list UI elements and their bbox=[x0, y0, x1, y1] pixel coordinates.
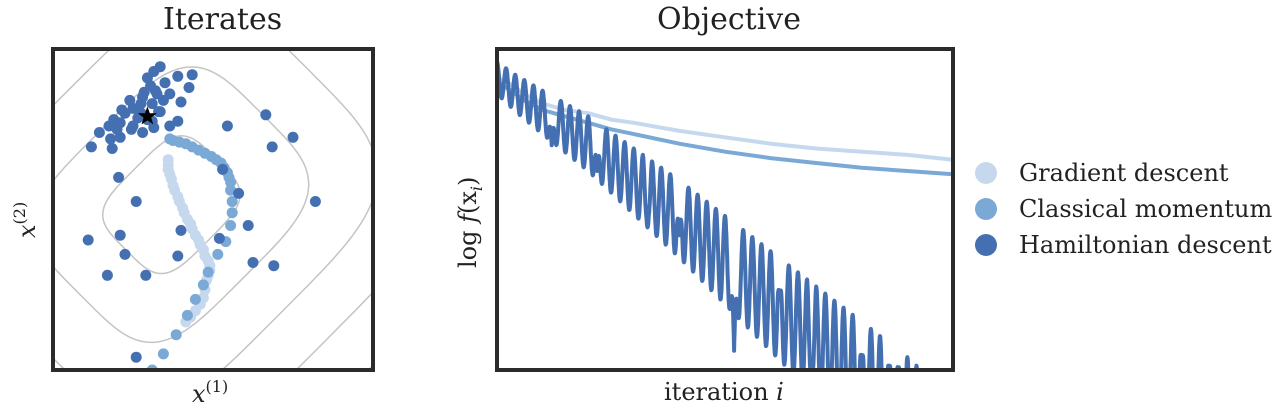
hamiltonian-descent-point bbox=[106, 143, 118, 154]
hamiltonian-descent-point bbox=[113, 171, 125, 183]
contour-line bbox=[0, 0, 858, 411]
hamiltonian-descent-point bbox=[183, 82, 195, 93]
hamiltonian-descent-point bbox=[175, 96, 187, 108]
hamiltonian-descent-point bbox=[114, 229, 126, 241]
hamiltonian-descent-point bbox=[217, 163, 229, 175]
right-x-axis-label: iteration i bbox=[664, 378, 784, 406]
hamiltonian-descent-point bbox=[82, 234, 94, 246]
legend-gradient-dot-icon bbox=[975, 162, 997, 184]
hamiltonian-descent-point bbox=[260, 109, 272, 121]
legend-classical-label: Classical momentum bbox=[1019, 195, 1273, 223]
hamiltonian-descent-point bbox=[137, 127, 149, 138]
left-plot-frame bbox=[51, 47, 375, 372]
hamiltonian-descent-point bbox=[172, 70, 184, 82]
hamiltonian-descent-point bbox=[233, 187, 245, 199]
hamiltonian-descent-point bbox=[140, 269, 152, 281]
objective-lines bbox=[497, 60, 953, 370]
hamiltonian-descent-point bbox=[266, 141, 278, 153]
classical-momentum-point bbox=[202, 266, 214, 278]
hamiltonian-descent-point bbox=[145, 80, 157, 92]
hamiltonian-descent-point bbox=[85, 141, 97, 153]
left-chart-title: Iterates bbox=[163, 2, 283, 37]
hamiltonian-descent-point bbox=[287, 131, 299, 143]
contour-line bbox=[0, 0, 618, 411]
classical-momentum-point bbox=[189, 293, 201, 305]
hamiltonian-descent-point bbox=[154, 106, 166, 118]
hamiltonian-descent-point bbox=[119, 248, 131, 260]
hamiltonian-descent-point bbox=[172, 115, 184, 127]
hamiltonian-descent-point bbox=[116, 104, 128, 116]
hamiltonian-descent-point bbox=[213, 232, 225, 244]
right-plot-frame bbox=[495, 47, 955, 372]
hamiltonian-descent-point bbox=[154, 61, 166, 73]
legend-item-gradient: Gradient descent bbox=[975, 155, 1272, 191]
left-y-axis-label: x(2) bbox=[10, 202, 41, 238]
hamiltonian-descent-point bbox=[309, 196, 321, 207]
legend-gradient-label: Gradient descent bbox=[1019, 159, 1229, 187]
legend-item-hamiltonian: Hamiltonian descent bbox=[975, 227, 1272, 263]
classical-momentum-point bbox=[212, 248, 224, 260]
classical-momentum-point bbox=[181, 309, 193, 321]
legend-item-classical: Classical momentum bbox=[975, 191, 1272, 227]
hamiltonian-descent-point bbox=[114, 117, 126, 129]
optimum-star bbox=[137, 106, 157, 125]
legend-hamiltonian-label: Hamiltonian descent bbox=[1019, 231, 1272, 259]
hamiltonian-descent-point bbox=[105, 133, 117, 145]
iterate-points bbox=[82, 61, 321, 370]
hamiltonian-descent-point bbox=[101, 269, 113, 281]
contour-line bbox=[53, 66, 310, 344]
classical-momentum-point bbox=[197, 279, 209, 291]
hamiltonian-descent-line bbox=[497, 60, 920, 370]
legend-hamiltonian-dot-icon bbox=[975, 234, 997, 256]
hamiltonian-descent-point bbox=[242, 220, 254, 231]
hamiltonian-descent-point bbox=[268, 260, 280, 272]
right-chart-title: Objective bbox=[657, 2, 802, 37]
hamiltonian-descent-point bbox=[127, 102, 139, 114]
hamiltonian-descent-point bbox=[221, 120, 233, 132]
classical-momentum-point bbox=[226, 207, 238, 219]
left-x-axis-label: x(1) bbox=[192, 377, 228, 408]
hamiltonian-descent-point bbox=[146, 98, 158, 110]
classical-momentum-point bbox=[226, 196, 238, 207]
right-y-axis-label: log f(xi) bbox=[454, 177, 486, 268]
hamiltonian-descent-point bbox=[93, 127, 105, 138]
classical-momentum-point bbox=[157, 348, 169, 360]
hamiltonian-descent-point bbox=[172, 250, 184, 262]
classical-momentum-line bbox=[497, 79, 953, 177]
legend: Gradient descent Classical momentum Hami… bbox=[975, 155, 1272, 263]
hamiltonian-descent-point bbox=[130, 196, 142, 207]
hamiltonian-descent-point bbox=[164, 120, 176, 132]
legend-classical-dot-icon bbox=[975, 198, 997, 220]
hamiltonian-descent-point bbox=[114, 131, 126, 143]
optimum-star-icon bbox=[137, 106, 157, 125]
contour-line bbox=[53, 49, 373, 370]
contour-line bbox=[367, 364, 373, 370]
classical-momentum-point bbox=[164, 133, 176, 145]
hamiltonian-descent-point bbox=[175, 224, 187, 236]
classical-momentum-point bbox=[170, 329, 182, 341]
classical-momentum-point bbox=[225, 220, 237, 231]
hamiltonian-descent-point bbox=[130, 351, 142, 363]
hamiltonian-descent-point bbox=[159, 77, 171, 89]
contour-line bbox=[0, 0, 686, 411]
hamiltonian-descent-point bbox=[247, 257, 259, 268]
contour-line bbox=[295, 291, 373, 370]
hamiltonian-descent-point bbox=[186, 69, 198, 81]
hamiltonian-descent-point bbox=[125, 123, 137, 135]
gradient-descent-point bbox=[162, 154, 174, 166]
hamiltonian-descent-point bbox=[148, 122, 160, 134]
hamiltonian-descent-point bbox=[137, 91, 149, 103]
contour-line bbox=[0, 0, 720, 411]
hamiltonian-descent-point bbox=[164, 88, 176, 100]
